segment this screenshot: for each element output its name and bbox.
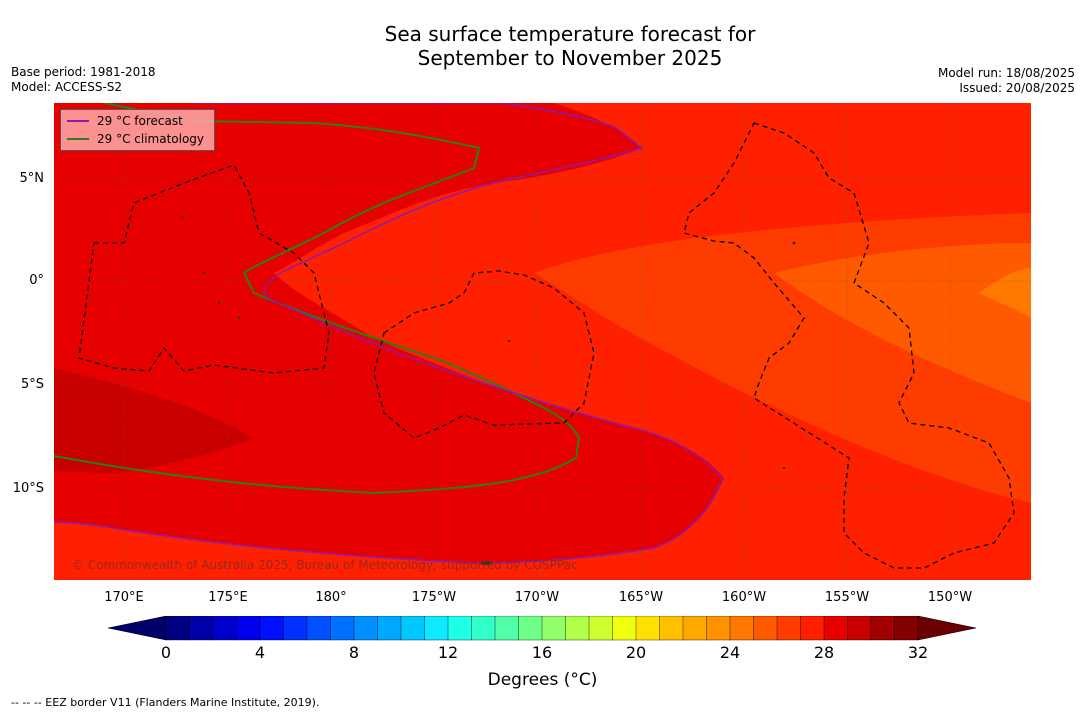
lon-label-180: 180° bbox=[315, 590, 347, 605]
colorbar-segment bbox=[729, 615, 754, 641]
colorbar-over-arrow bbox=[917, 615, 977, 641]
meta-right: Model run: 18/08/2025 Issued: 20/08/2025 bbox=[938, 66, 1075, 96]
colorbar-tick-label: 12 bbox=[437, 643, 459, 662]
island bbox=[507, 339, 511, 343]
title-line-1: Sea surface temperature forecast for bbox=[384, 22, 756, 46]
colorbar-segment bbox=[706, 615, 731, 641]
colorbar-tick-label: 24 bbox=[719, 643, 741, 662]
model-name: Model: ACCESS-S2 bbox=[11, 80, 123, 94]
issued-date: Issued: 20/08/2025 bbox=[959, 81, 1075, 95]
sst-31-band bbox=[54, 368, 254, 473]
graticule bbox=[54, 103, 1031, 580]
forecast-29c-contour bbox=[54, 103, 723, 564]
eez-footnote: -- -- -- EEZ border V11 (Flanders Marine… bbox=[11, 696, 320, 709]
colorbar-tick-label: 4 bbox=[254, 643, 266, 662]
legend-forecast-label: 29 °C forecast bbox=[97, 114, 183, 128]
colorbar-segment bbox=[518, 615, 543, 641]
colorbar-segment bbox=[588, 615, 613, 641]
colorbar-segment bbox=[189, 615, 214, 641]
lon-label-155w: 155°W bbox=[824, 590, 870, 605]
colorbar-segment bbox=[236, 615, 261, 641]
colorbar-segment bbox=[800, 615, 825, 641]
colorbar-segment bbox=[400, 615, 425, 641]
colorbar-segment bbox=[823, 615, 848, 641]
sst-map bbox=[54, 103, 1031, 580]
page-title: Sea surface temperature forecast for Sep… bbox=[0, 22, 1085, 70]
lon-label-170w: 170°W bbox=[514, 590, 560, 605]
title-line-2: September to November 2025 bbox=[417, 46, 723, 70]
colorbar-svg bbox=[107, 615, 977, 641]
islands bbox=[180, 216, 796, 565]
colorbar-segment bbox=[659, 615, 684, 641]
colorbar-segment bbox=[377, 615, 402, 641]
meta-left: Base period: 1981-2018 Model: ACCESS-S2 bbox=[11, 65, 156, 95]
colorbar-segment bbox=[353, 615, 378, 641]
legend-forecast: 29 °C forecast bbox=[67, 113, 183, 129]
lon-label-165w: 165°W bbox=[618, 590, 664, 605]
lon-label-160w: 160°W bbox=[721, 590, 767, 605]
legend-climatology-label: 29 °C climatology bbox=[97, 132, 205, 146]
colorbar-segment bbox=[259, 615, 284, 641]
colorbar-segment bbox=[165, 615, 190, 641]
copyright-notice: © Commonwealth of Australia 2025, Bureau… bbox=[72, 558, 578, 572]
colorbar-segment bbox=[494, 615, 519, 641]
sst-map-svg bbox=[54, 103, 1031, 580]
sst-25-band bbox=[979, 268, 1031, 318]
lat-label-5s: 5°S bbox=[20, 377, 44, 392]
colorbar-segment bbox=[612, 615, 637, 641]
colorbar-segment bbox=[283, 615, 308, 641]
colorbar-segment bbox=[682, 615, 707, 641]
climatology-29c-contour bbox=[54, 103, 581, 495]
colorbar-segment bbox=[870, 615, 895, 641]
lat-label-10s: 10°S bbox=[12, 481, 44, 496]
colorbar-segment bbox=[330, 615, 355, 641]
colorbar-tick-label: 32 bbox=[907, 643, 929, 662]
model-run: Model run: 18/08/2025 bbox=[937, 66, 1075, 80]
colorbar-segment bbox=[212, 615, 237, 641]
lat-label-5n: 5°N bbox=[19, 171, 45, 186]
sst-26-band bbox=[774, 243, 1031, 403]
colorbar-segment bbox=[306, 615, 331, 641]
island bbox=[202, 271, 206, 275]
eez-border-central bbox=[373, 270, 595, 439]
colorbar-segment bbox=[847, 615, 872, 641]
colorbar-segment bbox=[565, 615, 590, 641]
island bbox=[237, 316, 241, 320]
colorbar-segment bbox=[635, 615, 660, 641]
colorbar-segment bbox=[424, 615, 449, 641]
lat-label-0: 0° bbox=[29, 273, 44, 288]
lon-label-175w: 175°W bbox=[411, 590, 457, 605]
colorbar-segment bbox=[541, 615, 566, 641]
island bbox=[217, 301, 221, 305]
island bbox=[180, 216, 184, 220]
colorbar-segment bbox=[447, 615, 472, 641]
colorbar-tick-label: 0 bbox=[160, 643, 172, 662]
eez-border-west bbox=[78, 164, 330, 374]
eez-border-east bbox=[683, 122, 1015, 569]
colorbar-under-arrow bbox=[107, 615, 167, 641]
colorbar-label: Degrees (°C) bbox=[487, 670, 598, 690]
lon-label-150w: 150°W bbox=[927, 590, 973, 605]
legend-climatology: 29 °C climatology bbox=[67, 131, 204, 147]
base-period: Base period: 1981-2018 bbox=[11, 65, 156, 79]
island bbox=[480, 561, 492, 565]
colorbar-tick-label: 8 bbox=[348, 643, 360, 662]
contour-legend: 29 °C forecast 29 °C climatology bbox=[60, 109, 215, 151]
colorbar-segment bbox=[471, 615, 496, 641]
colorbar-tick-label: 20 bbox=[625, 643, 647, 662]
colorbar bbox=[107, 615, 978, 646]
colorbar-segment bbox=[753, 615, 778, 641]
island bbox=[782, 466, 786, 470]
colorbar-segment bbox=[776, 615, 801, 641]
island bbox=[792, 241, 796, 245]
colorbar-tick-label: 28 bbox=[813, 643, 835, 662]
legend-climatology-swatch bbox=[67, 138, 89, 140]
legend-forecast-swatch bbox=[67, 120, 89, 122]
lon-label-175e: 175°E bbox=[208, 590, 248, 605]
colorbar-tick-label: 16 bbox=[531, 643, 553, 662]
lon-label-170e: 170°E bbox=[104, 590, 144, 605]
colorbar-segment bbox=[894, 615, 919, 641]
